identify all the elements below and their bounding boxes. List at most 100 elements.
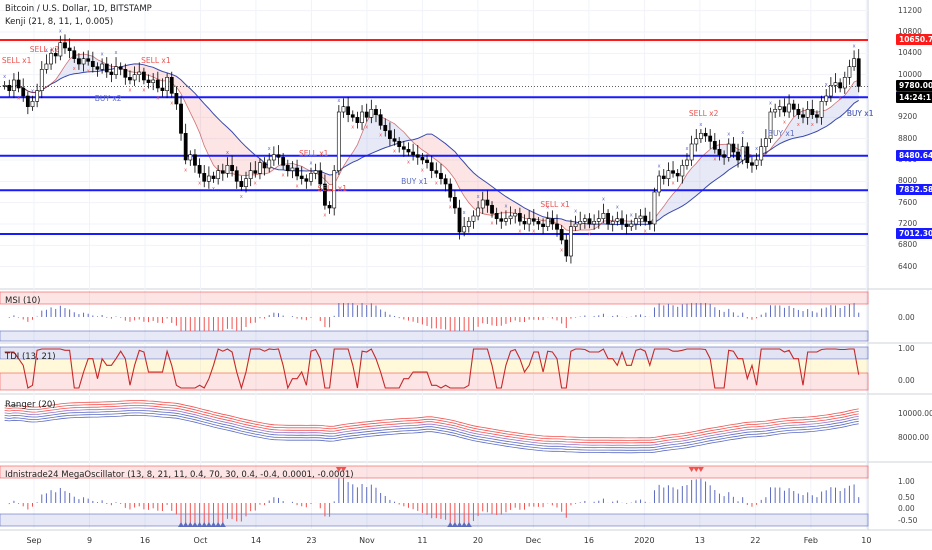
- candle-body: [128, 77, 132, 81]
- candle-body: [109, 71, 114, 75]
- ma-band-segment: [227, 127, 233, 174]
- ma-band-segment: [779, 131, 785, 144]
- signal-marker: x: [101, 51, 104, 57]
- candle-body: [476, 207, 480, 217]
- candle-body: [304, 178, 309, 182]
- ma-band-segment: [835, 99, 841, 120]
- price-tick-label: 6800: [898, 240, 918, 250]
- candle-body: [123, 69, 128, 78]
- signal-marker: x: [518, 229, 521, 235]
- tdi-upper-band: [0, 346, 869, 360]
- candle-body: [736, 151, 740, 161]
- osc-tick: 0.00: [898, 504, 915, 513]
- candle-body: [782, 106, 787, 113]
- ma-band-segment: [640, 221, 646, 225]
- candle-body: [768, 111, 773, 139]
- signal-marker: x: [588, 231, 591, 237]
- ma-band-segment: [784, 123, 790, 142]
- osc-buy-arrow: [191, 522, 198, 527]
- candle-body: [53, 53, 58, 57]
- candle-body: [378, 114, 383, 126]
- candle-body: [852, 58, 856, 67]
- signal-marker: x: [184, 167, 187, 173]
- candle-body: [694, 138, 699, 145]
- candle-body: [234, 170, 239, 182]
- ma-band-segment: [538, 214, 544, 221]
- candle-body: [267, 159, 272, 169]
- ranger-tick: 8000.00: [898, 433, 930, 442]
- candle-body: [401, 146, 406, 150]
- osc-buy-arrow: [219, 522, 226, 527]
- ma-band-segment: [505, 196, 511, 213]
- candle-body: [132, 74, 137, 81]
- candle-body: [295, 167, 299, 177]
- candle-body: [569, 226, 573, 257]
- ranger-band-line: [4, 402, 859, 441]
- candle-body: [406, 149, 411, 153]
- osc-tick: 1.00: [898, 477, 915, 486]
- time-tick-label: Nov: [359, 536, 375, 545]
- signal-marker: x: [17, 95, 20, 101]
- signal-label: BUY x1: [846, 108, 874, 118]
- candle-body: [759, 146, 764, 161]
- candle-body: [750, 162, 754, 166]
- signal-marker: x: [310, 161, 313, 167]
- ma-band-segment: [366, 114, 372, 156]
- ma-band-segment: [501, 193, 506, 213]
- ma-band-segment: [584, 223, 590, 230]
- candle-body: [754, 159, 759, 166]
- ma-band-segment: [436, 137, 441, 164]
- osc-buy-arrow: [196, 522, 203, 527]
- ranger-band-line: [4, 405, 859, 444]
- signal-marker: x: [504, 203, 507, 209]
- signal-marker: x: [3, 74, 6, 80]
- time-tick-label: 11: [417, 536, 428, 545]
- signal-marker: x: [142, 87, 145, 93]
- ma-band-segment: [700, 153, 706, 192]
- signal-marker: x: [630, 213, 633, 219]
- candle-body: [462, 226, 467, 233]
- candle-body: [239, 181, 244, 187]
- ma-band-segment: [686, 168, 692, 204]
- candle-body: [290, 167, 295, 171]
- candle-body: [531, 218, 536, 222]
- candle-body: [350, 114, 355, 118]
- candle-body: [7, 85, 12, 91]
- candle-body: [675, 173, 680, 177]
- ma-band-segment: [589, 224, 595, 230]
- time-tick-label: Oct: [193, 536, 208, 545]
- candle-body: [787, 103, 791, 113]
- candle-body: [388, 130, 392, 139]
- candle-body: [2, 85, 7, 87]
- osc-buy-arrow: [205, 522, 212, 527]
- bar-countdown: 14:24:11: [896, 92, 932, 104]
- candle-body: [740, 146, 745, 161]
- candle-body: [661, 175, 666, 179]
- candle-body: [374, 109, 378, 115]
- candle-body: [773, 109, 778, 113]
- slow-ma-line: [4, 63, 859, 226]
- candle-body: [638, 215, 643, 219]
- ma-band-segment: [464, 162, 469, 203]
- candle-body: [517, 213, 522, 222]
- signal-marker: x: [87, 69, 90, 75]
- signal-label: BUY x1: [846, 108, 874, 118]
- candle-body: [536, 221, 541, 225]
- candle-body: [318, 170, 323, 185]
- price-tick-label: 8000: [898, 176, 918, 186]
- ma-band-segment: [473, 172, 479, 212]
- osc-buy-arrow: [465, 522, 472, 527]
- ma-band-segment: [849, 82, 855, 109]
- ma-band-segment: [445, 143, 451, 173]
- candle-body: [285, 165, 290, 171]
- ma-band-segment: [580, 222, 585, 230]
- candle-body: [620, 218, 624, 225]
- ma-band-segment: [454, 151, 460, 189]
- signal-marker: x: [755, 146, 758, 152]
- osc-buy-arrow: [451, 522, 458, 527]
- candle-body: [856, 58, 861, 87]
- candle-body: [522, 221, 527, 225]
- candle-body: [828, 85, 833, 97]
- candle-body: [805, 109, 810, 118]
- candle-body: [652, 191, 657, 225]
